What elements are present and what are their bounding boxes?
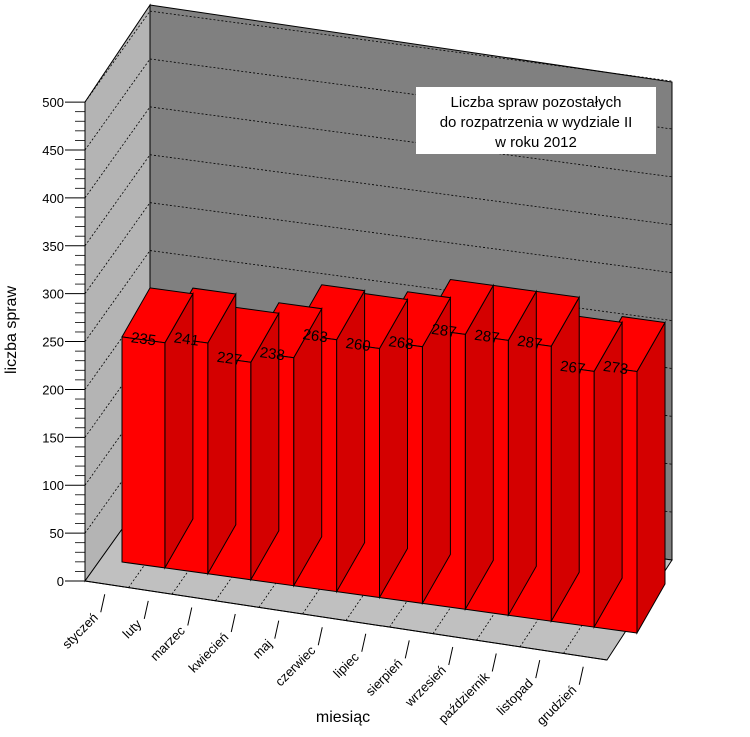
chart-title-background <box>416 87 656 154</box>
y-tick-label: 0 <box>57 574 64 589</box>
x-tick <box>274 620 280 639</box>
side-gridline <box>84 10 151 103</box>
value-label: 273 <box>602 358 629 378</box>
y-axis-title: liczba spraw <box>3 286 20 374</box>
bar <box>121 287 194 570</box>
y-tick-label: 300 <box>42 287 64 302</box>
value-label: 238 <box>259 344 286 364</box>
category-label: grudzień <box>534 682 580 728</box>
value-label: 287 <box>516 333 543 353</box>
value-labels: 235 241 227 238 263 260 268 287 287 287 267 273 <box>130 321 629 378</box>
chart-title-line-2: do rozpatrzenia w wydziale II <box>440 114 633 131</box>
y-ticks: 0 50 100 150 200 250 300 350 400 450 500 <box>42 95 85 589</box>
x-tick <box>317 627 323 646</box>
y-tick-label: 500 <box>42 95 64 110</box>
y-tick-label: 250 <box>42 335 64 350</box>
x-tick <box>100 594 106 613</box>
category-label: listopad <box>494 676 536 718</box>
x-axis-line <box>84 580 608 661</box>
x-ticks <box>100 594 584 685</box>
x-axis-title: miesiąc <box>316 709 370 726</box>
value-label: 241 <box>173 329 200 349</box>
y-tick-label: 450 <box>42 143 64 158</box>
bar-side <box>636 320 666 635</box>
x-tick <box>578 666 584 685</box>
x-tick <box>491 653 497 672</box>
x-tick <box>143 600 149 619</box>
category-label: styczeń <box>59 610 101 652</box>
value-label: 263 <box>302 326 329 346</box>
x-tick <box>535 660 541 679</box>
chart-title-line-1: Liczba spraw pozostałych <box>451 94 622 111</box>
side-gridline <box>84 250 151 342</box>
x-tick <box>448 646 454 666</box>
chart-title-box: Liczba spraw pozostałych do rozpatrzenia… <box>416 87 656 154</box>
side-gridline <box>84 106 151 199</box>
y-tick-label: 200 <box>42 382 64 397</box>
side-gridline <box>84 58 151 151</box>
value-label: 287 <box>430 321 457 341</box>
y-tick-label: 150 <box>42 430 64 445</box>
side-gridline <box>84 154 151 247</box>
x-tick <box>404 640 410 659</box>
value-label: 287 <box>473 327 500 347</box>
y-tick-label: 350 <box>42 239 64 254</box>
value-label: 267 <box>559 358 586 378</box>
y-tick-label: 100 <box>42 478 64 493</box>
category-label: marzec <box>147 623 188 664</box>
side-gridline <box>84 202 151 294</box>
value-label: 260 <box>345 335 372 355</box>
category-label: luty <box>119 616 144 641</box>
category-label: wrzesień <box>401 663 449 711</box>
bar-side <box>421 295 451 606</box>
x-tick <box>230 613 236 633</box>
category-label: kwiecień <box>186 630 232 676</box>
x-tick <box>187 607 193 626</box>
x-tick <box>361 633 367 652</box>
bar-front <box>121 336 166 569</box>
value-label: 227 <box>216 349 243 369</box>
chart-title-line-3: w roku 2012 <box>494 134 577 151</box>
value-label: 235 <box>130 329 157 349</box>
value-label: 268 <box>387 333 414 353</box>
category-label: sierpień <box>363 656 406 699</box>
y-tick-label: 400 <box>42 191 64 206</box>
category-label: lipiec <box>330 649 362 681</box>
category-label: czerwiec <box>272 642 319 689</box>
category-label: maj <box>249 636 274 661</box>
bars <box>121 278 666 635</box>
bar-side <box>550 295 580 624</box>
y-tick-label: 50 <box>50 526 64 541</box>
